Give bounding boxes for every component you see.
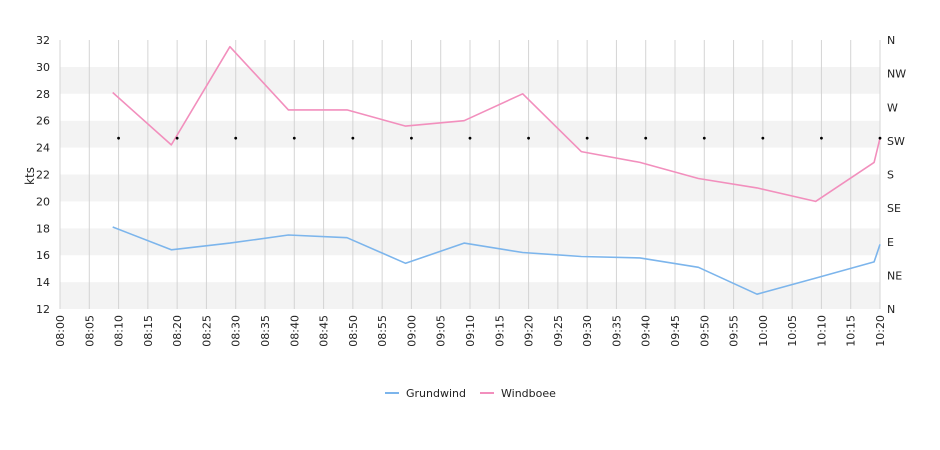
direction-tick-label: SW [887, 135, 905, 148]
x-tick-label: 09:55 [728, 315, 741, 347]
direction-tick-label: N [887, 34, 895, 47]
x-tick-label: 09:50 [698, 315, 711, 347]
x-tick-label: 10:05 [786, 315, 799, 347]
x-tick-label: 08:50 [347, 315, 360, 347]
x-tick-label: 09:20 [523, 315, 536, 347]
x-tick-label: 09:00 [405, 315, 418, 347]
y-tick-label: 32 [36, 34, 50, 47]
x-tick-label: 08:35 [259, 315, 272, 347]
y-tick-label: 24 [36, 142, 50, 155]
y-axis-ticks: 12 14 16 18 20 22 24 26 28 30 32 [36, 34, 50, 316]
x-tick-label: 09:15 [493, 315, 506, 347]
direction-marker [761, 136, 765, 140]
x-tick-label: 09:35 [610, 315, 623, 347]
x-tick-label: 09:40 [640, 315, 653, 347]
direction-marker [702, 136, 706, 140]
legend: Grundwind Windboee [385, 387, 556, 400]
direction-marker [351, 136, 355, 140]
x-tick-label: 09:05 [435, 315, 448, 347]
y-tick-label: 20 [36, 195, 50, 208]
direction-marker [468, 136, 472, 140]
direction-marker [585, 136, 589, 140]
x-tick-label: 09:10 [464, 315, 477, 347]
x-tick-label: 08:25 [200, 315, 213, 347]
legend-label: Windboee [501, 387, 556, 400]
direction-tick-label: W [887, 101, 898, 114]
x-tick-label: 08:30 [230, 315, 243, 347]
direction-marker [878, 136, 882, 140]
direction-marker [820, 136, 823, 140]
x-tick-label: 08:00 [54, 315, 67, 347]
x-tick-label: 08:10 [113, 315, 126, 347]
direction-tick-label: NE [887, 269, 902, 282]
x-tick-label: 08:15 [142, 315, 155, 347]
y-tick-label: 30 [36, 61, 50, 74]
direction-marker [175, 136, 179, 140]
x-tick-label: 08:40 [288, 315, 301, 347]
direction-marker [527, 136, 530, 140]
direction-tick-label: NW [887, 68, 906, 81]
direction-marker [410, 136, 413, 140]
y-tick-label: 12 [36, 303, 50, 316]
x-tick-label: 08:05 [83, 315, 96, 347]
vertical-gridlines [59, 40, 881, 309]
y-tick-label: 14 [36, 276, 50, 289]
x-tick-label: 09:30 [581, 315, 594, 347]
direction-tick-label: N [887, 303, 895, 316]
y-tick-label: 28 [36, 88, 50, 101]
direction-axis-ticks: N NE E SE S SW W NW N [887, 34, 906, 316]
x-tick-label: 10:00 [757, 315, 770, 347]
direction-tick-label: S [887, 169, 894, 182]
series-line-windboee [112, 45, 881, 203]
x-tick-label: 10:15 [845, 315, 858, 347]
direction-tick-label: SE [887, 202, 901, 215]
x-tick-label: 10:10 [815, 315, 828, 347]
y-tick-label: 26 [36, 115, 50, 128]
direction-marker [292, 136, 296, 140]
x-tick-label: 09:45 [669, 315, 682, 347]
direction-markers [117, 136, 882, 140]
legend-label: Grundwind [406, 387, 466, 400]
x-tick-label: 08:20 [171, 315, 184, 347]
series-lines [112, 45, 881, 296]
y-axis-label: kts [23, 167, 37, 185]
series-line-grundwind [112, 226, 881, 296]
y-tick-label: 16 [36, 249, 50, 262]
x-tick-label: 10:20 [874, 315, 887, 347]
y-tick-label: 22 [36, 169, 50, 182]
x-tick-label: 08:45 [318, 315, 331, 347]
x-tick-label: 09:25 [552, 315, 565, 347]
direction-marker [644, 136, 648, 140]
x-tick-label: 08:55 [376, 315, 389, 347]
direction-marker [117, 136, 120, 140]
y-tick-label: 18 [36, 222, 50, 235]
direction-tick-label: E [887, 236, 894, 249]
x-axis-ticks: 08:00 08:05 08:10 08:15 08:20 08:25 08:30 08:35… [54, 315, 887, 347]
direction-marker [234, 136, 238, 140]
